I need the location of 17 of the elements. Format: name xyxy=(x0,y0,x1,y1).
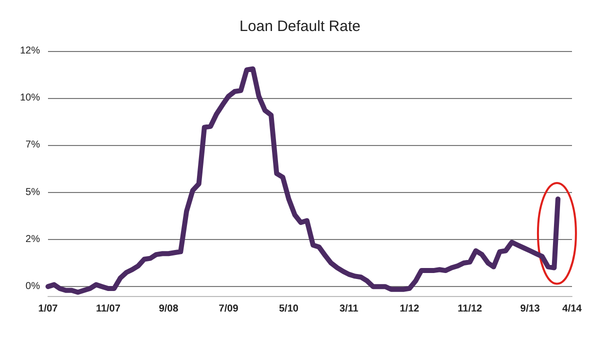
x-tick-label: 1/07 xyxy=(38,304,58,314)
x-tick-label: 11/12 xyxy=(458,304,483,314)
y-tick-label: 5% xyxy=(26,186,40,198)
y-tick-label: 10% xyxy=(20,92,40,104)
x-tick-label: 4/14 xyxy=(562,304,582,314)
x-tick-label: 1/12 xyxy=(400,304,420,314)
x-tick-label: 11/07 xyxy=(96,304,121,314)
chart-title: Loan Default Rate xyxy=(240,18,360,35)
x-tick-label: 9/13 xyxy=(520,304,540,314)
x-tick-label: 3/11 xyxy=(339,304,359,314)
x-tick-label: 5/10 xyxy=(278,304,299,314)
x-tick-label: 9/08 xyxy=(158,304,179,314)
y-tick-label: 0% xyxy=(26,281,40,292)
y-tick-label: 7% xyxy=(26,140,40,151)
x-tick-label: 7/09 xyxy=(218,304,239,314)
y-tick-label: 2% xyxy=(26,234,40,245)
y-tick-label: 12% xyxy=(20,46,40,56)
